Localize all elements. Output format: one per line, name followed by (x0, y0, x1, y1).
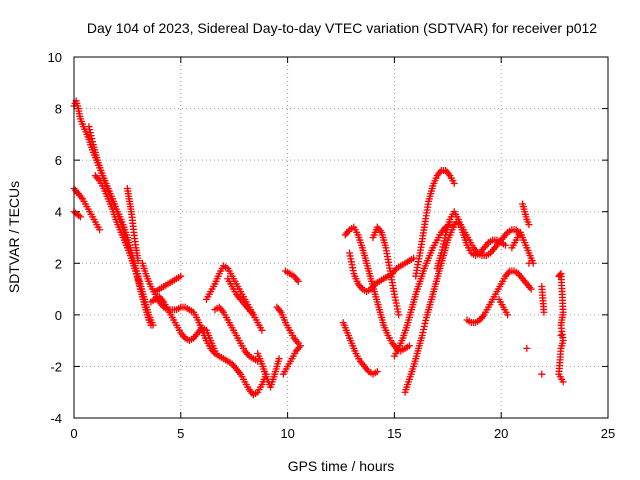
data-point (418, 331, 426, 339)
data-point (76, 213, 84, 221)
series-arc15 (279, 342, 304, 378)
x-tick-label: 25 (601, 426, 615, 441)
series-arc20 (369, 223, 403, 319)
y-tick-label: 10 (48, 50, 62, 65)
series-arc18 (339, 319, 381, 378)
data-point (296, 342, 304, 350)
data-point (420, 322, 428, 330)
data-point (405, 342, 413, 350)
series-arc9 (151, 272, 185, 296)
data-point (438, 246, 446, 254)
data-point (395, 311, 403, 319)
y-tick-label: -2 (50, 359, 62, 374)
data-point (147, 321, 155, 329)
x-axis-label: GPS time / hours (288, 458, 395, 474)
series-arc14 (273, 303, 302, 347)
series-arc7 (138, 259, 270, 399)
data-marks (70, 97, 567, 399)
data-point (422, 316, 430, 324)
series-arc8 (147, 293, 219, 355)
data-point (556, 271, 564, 279)
data-point (211, 347, 219, 355)
data-point (96, 226, 104, 234)
series-arc4 (70, 185, 104, 234)
plot-frame (73, 56, 609, 419)
data-point (275, 355, 283, 363)
series-arc29 (555, 270, 567, 386)
data-point (75, 212, 83, 220)
data-point (540, 308, 548, 316)
y-tick-label: 4 (55, 205, 62, 220)
data-point (504, 311, 512, 319)
data-point (85, 123, 93, 131)
data-point (294, 277, 302, 285)
data-point (557, 331, 565, 339)
tick-labels: 0 5 10 15 20 25 -4 -2 0 2 4 6 8 10 (48, 50, 616, 441)
data-point (450, 179, 458, 187)
data-point (525, 221, 533, 229)
data-point (538, 370, 546, 378)
series-arc5 (70, 208, 84, 221)
y-tick-label: 8 (55, 102, 62, 117)
data-point (420, 325, 428, 333)
series-arc10 (202, 262, 266, 334)
data-point (501, 241, 509, 249)
series-arc17 (341, 223, 413, 355)
y-tick-label: 0 (55, 308, 62, 323)
series-arc3 (91, 172, 155, 329)
grid (74, 57, 608, 418)
x-tick-label: 15 (387, 426, 401, 441)
series-arc26 (495, 228, 537, 319)
data-point (439, 243, 447, 251)
series-arc19 (346, 249, 418, 296)
data-point (437, 249, 445, 257)
series-arc23 (412, 166, 458, 280)
y-tick-label: -4 (50, 411, 62, 426)
y-tick-label: 6 (55, 153, 62, 168)
data-point (89, 138, 97, 146)
y-axis-label: SDTVAR / TECUs (6, 181, 22, 293)
data-point (373, 368, 381, 376)
data-point (86, 126, 94, 134)
x-tick-label: 20 (494, 426, 508, 441)
x-tick-label: 5 (177, 426, 184, 441)
series-arc28 (523, 259, 548, 378)
data-point (134, 257, 142, 265)
data-point (258, 326, 266, 334)
data-point (419, 328, 427, 336)
data-point (88, 135, 96, 143)
y-tick-label: 2 (55, 256, 62, 271)
data-point (527, 285, 535, 293)
data-point (440, 237, 448, 245)
data-point (87, 132, 95, 140)
series-arc6 (123, 185, 142, 265)
data-point (177, 272, 185, 280)
series-arc13 (254, 350, 283, 391)
series-arc12 (224, 275, 257, 319)
series-arc27 (519, 200, 533, 229)
series-arc16 (281, 267, 302, 285)
data-point (249, 311, 257, 319)
axis-ticks (73, 56, 609, 419)
chart-title: Day 104 of 2023, Sidereal Day-to-day VTE… (87, 20, 597, 36)
series-arc25 (463, 267, 535, 327)
data-point (559, 378, 567, 386)
data-point (525, 259, 533, 267)
data-point (441, 234, 449, 242)
data-point (86, 129, 94, 137)
data-point (440, 240, 448, 248)
series-arc11 (211, 303, 262, 365)
data-point (523, 344, 531, 352)
data-point (421, 319, 429, 327)
x-tick-label: 10 (280, 426, 294, 441)
x-tick-label: 0 (70, 426, 77, 441)
series-arc24 (433, 208, 509, 272)
